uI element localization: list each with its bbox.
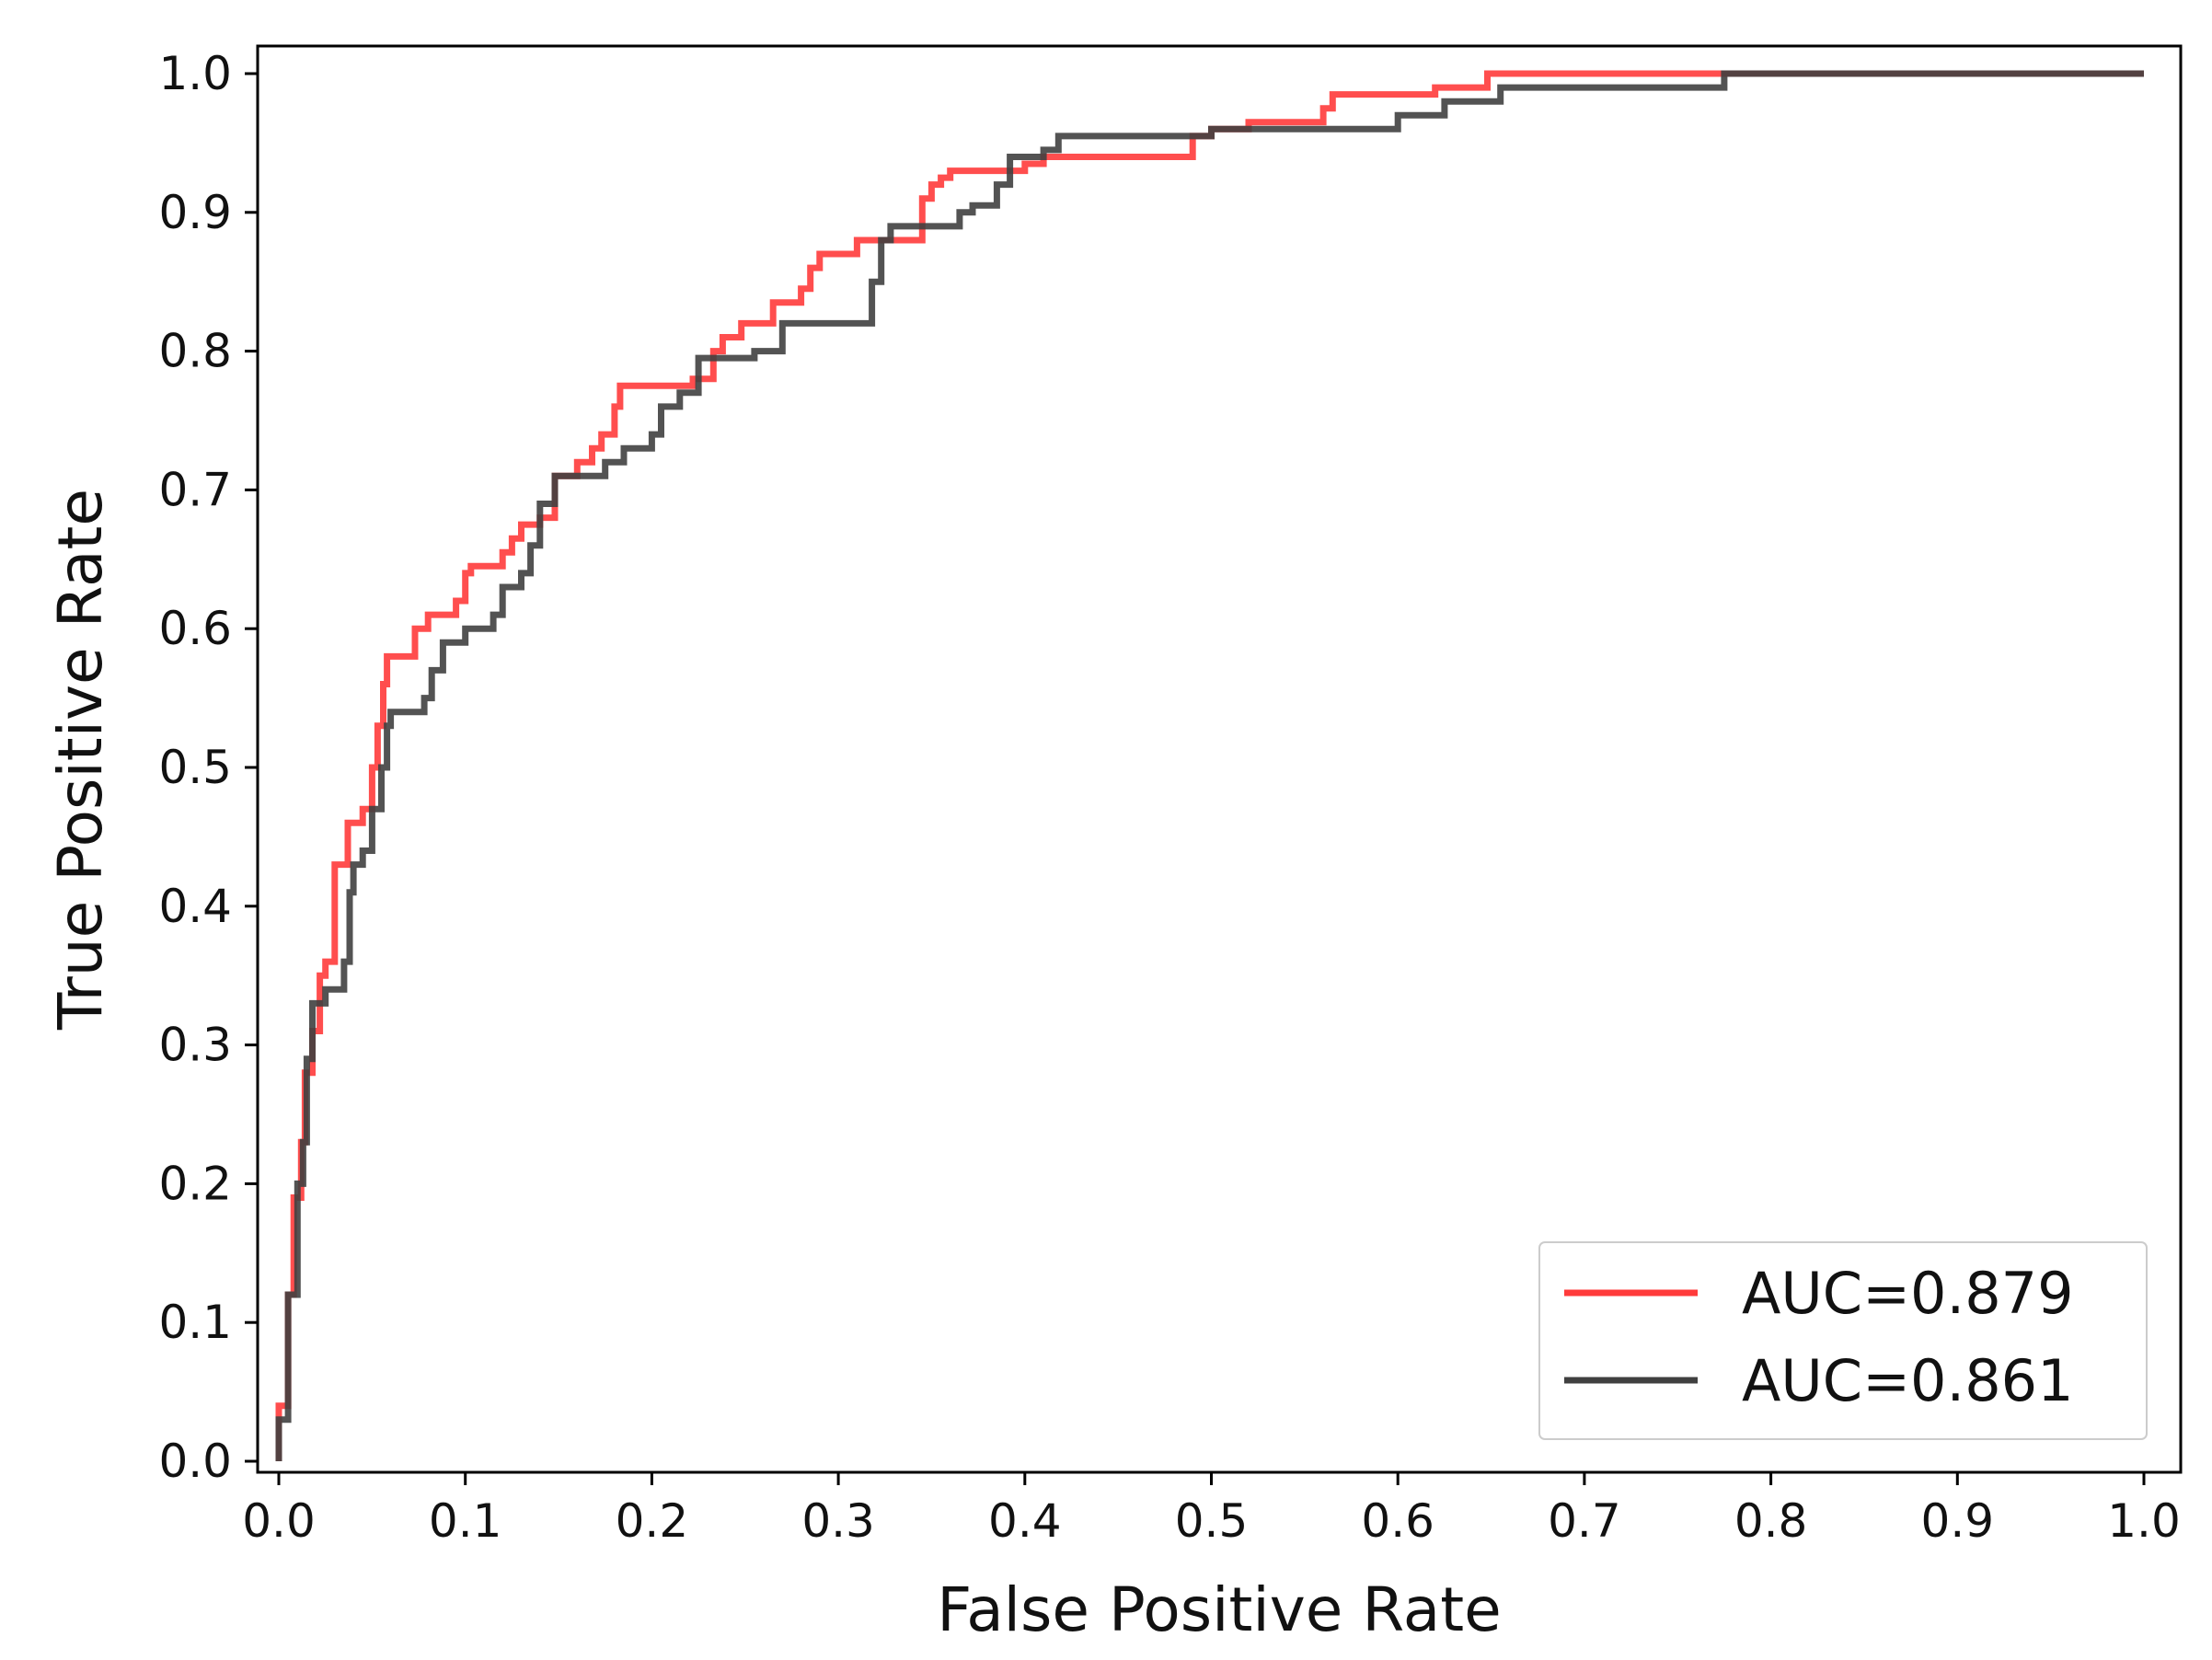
x-tick-label: 0.6	[1361, 1494, 1434, 1548]
x-tick-label: 0.4	[988, 1494, 1062, 1548]
y-tick-label: 0.3	[158, 1019, 232, 1072]
axes-frame	[256, 44, 2183, 1474]
legend-label-series-1: AUC=0.879	[1742, 1260, 2074, 1327]
x-tick-label: 0.2	[616, 1494, 689, 1548]
x-tick-label: 1.0	[2107, 1494, 2181, 1548]
y-tick-label: 0.1	[158, 1296, 232, 1349]
y-tick-label: 0.9	[158, 186, 232, 239]
y-tick-label: 1.0	[158, 47, 232, 100]
y-tick-label: 0.7	[158, 463, 232, 516]
y-tick-label: 0.8	[158, 325, 232, 378]
series-lines	[275, 70, 2144, 1461]
y-axis-label: True Positive Rate	[45, 489, 116, 1031]
series-line-1	[275, 70, 2144, 1461]
x-tick-label: 0.1	[429, 1494, 502, 1548]
x-tick-label: 0.7	[1548, 1494, 1621, 1548]
x-tick-label: 0.0	[242, 1494, 316, 1548]
x-tick-label: 0.8	[1734, 1494, 1808, 1548]
legend-label-series-2: AUC=0.861	[1742, 1347, 2074, 1414]
y-tick-label: 0.6	[158, 602, 232, 655]
series-line-2	[275, 70, 2144, 1461]
x-tick-label: 0.5	[1175, 1494, 1249, 1548]
y-axis-ticks: 0.0 0.1 0.2 0.3 0.4 0.5 0.6 0.7 0.8 0.9 1.0	[158, 47, 258, 1488]
x-tick-label: 0.3	[801, 1494, 875, 1548]
y-tick-label: 0.4	[158, 880, 232, 933]
y-tick-label: 0.2	[158, 1157, 232, 1210]
y-tick-label: 0.5	[158, 741, 232, 794]
y-tick-label: 0.0	[158, 1435, 232, 1488]
x-axis-ticks: 0.0 0.1 0.2 0.3 0.4 0.5 0.6 0.7 0.8 0.9 1.0	[242, 1472, 2181, 1548]
x-tick-label: 0.9	[1921, 1494, 1995, 1548]
x-axis-label: False Positive Rate	[937, 1574, 1501, 1645]
legend: AUC=0.879 AUC=0.861	[1538, 1241, 2148, 1440]
